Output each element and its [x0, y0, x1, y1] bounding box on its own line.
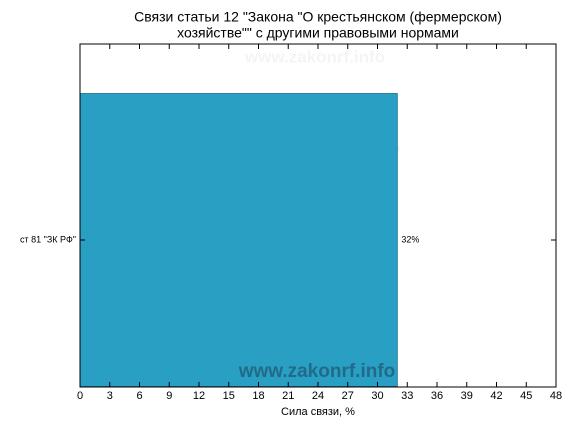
x-tick-label: 9: [166, 390, 172, 402]
y-tick-label: ст 81 "ЗК РФ": [20, 234, 76, 244]
x-tick-label: 33: [401, 390, 413, 402]
bar: [79, 93, 398, 387]
x-tick-label: 30: [371, 390, 383, 402]
watermark: www.zakonrf.info: [244, 47, 385, 66]
x-tick-label: 45: [520, 390, 532, 402]
x-tick-label: 27: [342, 390, 354, 402]
x-tick-label: 3: [107, 390, 113, 402]
x-tick-label: 39: [461, 390, 473, 402]
watermark: www.zakonrf.info: [238, 361, 396, 382]
x-tick-label: 42: [490, 390, 502, 402]
x-tick-label: 15: [223, 390, 235, 402]
x-tick-label: 0: [77, 390, 83, 402]
chart-title: хозяйстве"" с другими правовыми нормами: [177, 25, 459, 41]
x-tick-label: 48: [550, 390, 562, 402]
value-label: 32%: [401, 234, 419, 244]
x-tick-label: 6: [136, 390, 142, 402]
x-tick-label: 21: [282, 390, 294, 402]
x-tick-label: 12: [193, 390, 205, 402]
chart-title: Связи статьи 12 "Закона "О крестьянском …: [134, 9, 502, 25]
x-tick-label: 24: [312, 390, 324, 402]
x-tick-label: 18: [252, 390, 264, 402]
x-tick-label: 36: [431, 390, 443, 402]
x-axis-label: Сила связи, %: [281, 406, 355, 418]
